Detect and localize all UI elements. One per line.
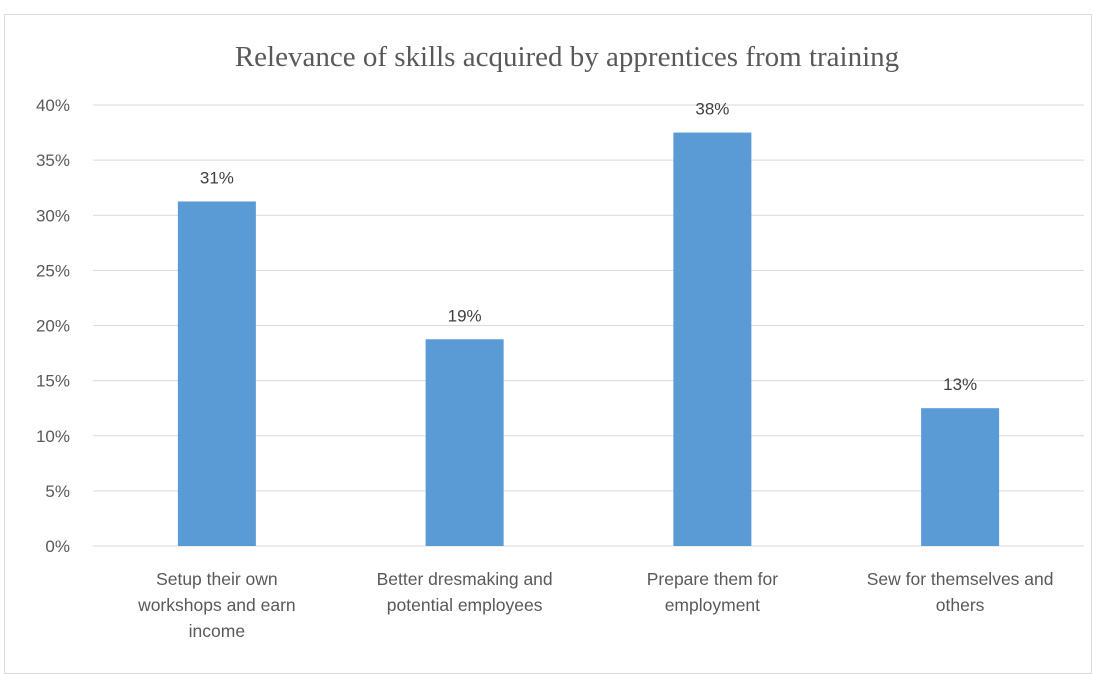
bar: [673, 132, 752, 546]
y-tick-label: 0%: [45, 537, 70, 556]
y-tick-label: 15%: [36, 372, 70, 391]
category-label: Better dresmaking and potential employees: [377, 569, 553, 615]
y-tick-label: 20%: [36, 317, 70, 336]
category-label: Setup their own workshops and earn income: [137, 569, 296, 641]
category-label: Prepare them for employment: [647, 569, 778, 615]
y-tick-label: 5%: [45, 482, 70, 501]
data-label: 13%: [943, 375, 977, 394]
bar: [177, 201, 256, 546]
gridlines: [93, 104, 1084, 547]
category-label-line: workshops and earn: [137, 595, 296, 615]
bars: [177, 132, 1000, 546]
chart-title: Relevance of skills acquired by apprenti…: [235, 41, 899, 73]
data-labels: 31% 19% 38% 13%: [200, 100, 977, 395]
data-label: 31%: [200, 168, 234, 187]
y-axis-ticks: 0% 5% 10% 15% 20% 25% 30% 35% 40%: [36, 96, 70, 556]
category-label-line: others: [936, 595, 985, 615]
category-label-line: employment: [665, 595, 760, 615]
y-tick-label: 10%: [36, 427, 70, 446]
data-label: 38%: [695, 100, 729, 119]
category-label-line: Better dresmaking and: [377, 569, 553, 589]
y-tick-label: 35%: [36, 151, 70, 170]
y-tick-label: 40%: [36, 96, 70, 115]
category-label: Sew for themselves and others: [867, 569, 1054, 615]
category-label-line: Setup their own: [156, 569, 278, 589]
x-axis-categories: Setup their own workshops and earn income B…: [137, 569, 1053, 641]
bar: [921, 408, 1000, 546]
y-tick-label: 25%: [36, 261, 70, 280]
category-label-line: Prepare them for: [647, 569, 778, 589]
data-label: 19%: [448, 306, 482, 325]
bar: [425, 339, 504, 546]
category-label-line: Sew for themselves and: [867, 569, 1054, 589]
bar-chart: Relevance of skills acquired by apprenti…: [36, 41, 1084, 641]
category-label-line: income: [189, 621, 245, 641]
y-tick-label: 30%: [36, 206, 70, 225]
category-label-line: potential employees: [387, 595, 543, 615]
